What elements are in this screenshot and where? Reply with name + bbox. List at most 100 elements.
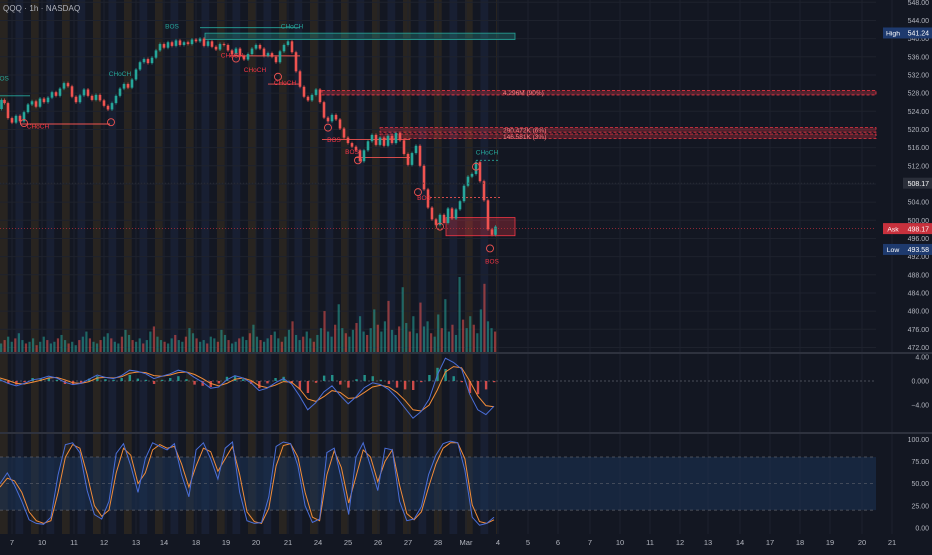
candle-body	[218, 44, 222, 50]
volume-bar	[316, 334, 319, 352]
macd-hist-bar	[460, 381, 464, 383]
candle-body	[426, 189, 430, 208]
candle-body	[330, 114, 334, 122]
volume-bar	[213, 338, 216, 352]
time-tick-label: 12	[100, 538, 108, 547]
time-tick-label: 12	[676, 538, 684, 547]
candle-body	[42, 98, 46, 103]
volume-bar	[369, 328, 372, 352]
time-tick-label: 11	[70, 538, 78, 547]
candle-body	[122, 84, 126, 89]
volume-bar	[138, 338, 141, 352]
time-tick-label: 7	[588, 538, 592, 547]
volume-bar	[486, 321, 490, 352]
volume-bar	[78, 340, 81, 352]
volume-bar	[170, 338, 173, 352]
macd-hist-bar	[379, 379, 383, 381]
swing-circle	[232, 54, 240, 63]
candle-body	[66, 83, 70, 87]
macd-hist-bar	[217, 381, 221, 384]
macd-hist-bar	[144, 379, 148, 381]
volume-bar	[142, 343, 145, 352]
volume-bar	[440, 328, 443, 352]
volume-bar	[430, 333, 433, 352]
candle-body	[310, 94, 314, 101]
volume-bar	[273, 331, 276, 352]
macd-hist-bar	[306, 381, 310, 393]
macd-hist-bar	[412, 381, 415, 390]
session-band	[248, 0, 256, 352]
candle-body	[146, 59, 150, 64]
candle-body	[94, 94, 98, 100]
candle-body	[246, 54, 250, 60]
volume-bar	[145, 340, 148, 352]
candle-body	[366, 141, 370, 151]
volume-bar	[28, 341, 31, 352]
candle-body	[234, 48, 238, 55]
price-tick-label: 476.00	[908, 327, 930, 334]
session-band	[15, 354, 24, 432]
session-band	[449, 354, 458, 432]
volume-bar	[337, 304, 340, 352]
macd-tick-label: 0.000	[911, 379, 929, 386]
macd-hist-bar	[314, 381, 318, 383]
swing-circle	[486, 244, 494, 253]
candle-body	[22, 112, 26, 122]
swing-circle	[107, 118, 115, 127]
high-value-box	[903, 27, 932, 39]
session-band	[170, 0, 179, 352]
session-band	[496, 0, 497, 352]
macd-hist-bar	[169, 378, 172, 381]
volume-bar	[191, 333, 195, 352]
session-band	[31, 0, 39, 352]
macd-hist-bar	[468, 381, 472, 393]
last-badge: 508.17	[0, 177, 932, 189]
candle-body	[98, 94, 102, 101]
session-band	[310, 354, 318, 432]
price-tick-label: 472.00	[908, 345, 930, 352]
candle-body	[314, 89, 318, 95]
volume-bar	[127, 334, 131, 352]
volume-bar	[405, 323, 408, 352]
candle-body	[378, 137, 382, 145]
volume-bar	[24, 343, 28, 352]
structure-label: CHoCH	[244, 67, 267, 74]
volume-bar	[56, 338, 60, 352]
macd-hist-bar	[274, 378, 277, 381]
candle-body	[422, 165, 426, 190]
session-band	[465, 0, 473, 352]
structure-label: CHoCH	[27, 124, 50, 131]
session-band	[93, 0, 101, 352]
price-candles	[0, 37, 497, 237]
volume-bar	[174, 334, 177, 352]
volume-bar	[351, 329, 355, 352]
volume-bar	[202, 340, 205, 352]
swing-markers	[20, 54, 494, 253]
candle-body	[390, 135, 394, 144]
volume-bar	[103, 336, 106, 352]
candle-body	[338, 119, 342, 129]
volume-bar	[277, 338, 280, 352]
session-band	[93, 354, 101, 432]
price-tick-label: 504.00	[908, 200, 930, 207]
volume-bar	[0, 343, 3, 352]
volume-bar	[373, 309, 376, 352]
volume-bar	[287, 329, 291, 352]
swing-circle	[324, 123, 332, 132]
candle-body	[174, 40, 178, 46]
volume-bar	[71, 341, 74, 352]
stoch-tick-label: 100.00	[908, 437, 930, 444]
zone-label: 290.472K (6%)	[503, 127, 546, 134]
candle-body	[214, 46, 218, 50]
time-tick-label: 14	[736, 538, 744, 547]
candle-body	[318, 89, 322, 103]
price-tick-label: 544.00	[908, 18, 930, 25]
volume-bar	[17, 333, 20, 352]
macd-hist-bar	[47, 377, 50, 381]
macd-hist-bar	[258, 381, 261, 389]
candle-body	[62, 83, 66, 89]
zone	[204, 32, 516, 40]
volume-bar	[216, 341, 219, 352]
